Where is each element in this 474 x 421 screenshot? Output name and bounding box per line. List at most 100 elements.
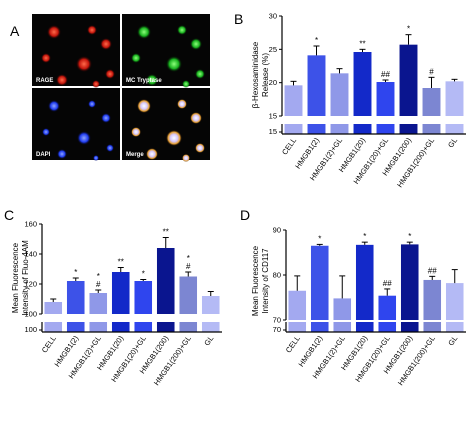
bar xyxy=(333,298,352,320)
cell xyxy=(131,53,141,63)
y-tick-label: 160 xyxy=(24,220,37,229)
panel-c-letter: C xyxy=(4,207,14,223)
bar xyxy=(423,279,442,320)
bar-stub xyxy=(445,322,464,332)
significance-mark: ## xyxy=(381,70,390,79)
bar xyxy=(355,244,374,320)
bar-stub xyxy=(179,322,198,332)
significance-mark: * xyxy=(363,232,366,241)
y-tick-label: 70 xyxy=(273,316,281,325)
y-axis-label: Mean Fluorescence xyxy=(11,242,20,313)
significance-mark: # xyxy=(429,67,434,76)
cell xyxy=(137,99,151,113)
significance-mark: ** xyxy=(163,228,169,237)
bar xyxy=(179,276,198,314)
bar xyxy=(445,81,464,116)
micrograph-rage: RAGE xyxy=(32,14,120,88)
y-tick-label: 15 xyxy=(269,112,277,121)
micrograph-label: DAPI xyxy=(36,152,51,158)
y-axis-label: Intensity of CD117 xyxy=(261,248,270,314)
bar-stub xyxy=(288,322,307,332)
bar xyxy=(422,88,441,116)
cell xyxy=(57,149,67,159)
bar-stub xyxy=(44,322,63,332)
significance-mark: ** xyxy=(118,258,124,267)
cell xyxy=(88,100,96,108)
y-tick-label: 100 xyxy=(24,325,37,334)
panel-d-letter: D xyxy=(240,207,250,223)
category-label: GL xyxy=(446,136,459,149)
y-axis-label: β-Hexosaminidase xyxy=(251,41,260,108)
bar-stub xyxy=(284,124,303,134)
category-label: GL xyxy=(202,334,215,347)
cell xyxy=(146,148,158,160)
y-tick-label: 140 xyxy=(24,250,37,259)
bar xyxy=(288,290,307,320)
y-tick-label: 80 xyxy=(273,271,281,280)
cell xyxy=(56,74,68,86)
micrograph-dapi: DAPI xyxy=(32,88,120,161)
significance-mark: # xyxy=(96,280,101,289)
significance-mark: * xyxy=(74,268,77,277)
bar xyxy=(201,296,220,314)
bar xyxy=(111,272,130,314)
cell xyxy=(137,25,151,39)
bar-stub xyxy=(333,322,352,332)
bar-stub xyxy=(399,124,418,134)
bar-stub xyxy=(353,124,372,134)
chart-d: CELL*HMGB1(2)HMGB1(2)+GL*HMGB1(20)##HMGB… xyxy=(251,226,466,387)
micrograph-background xyxy=(32,88,120,160)
significance-mark: ## xyxy=(383,279,392,288)
cell xyxy=(41,53,51,63)
bar-stub xyxy=(66,322,85,332)
significance-mark: * xyxy=(187,254,190,263)
cell xyxy=(106,144,114,152)
cell xyxy=(166,56,182,72)
micrograph-mc-tryptase: MC Tryptase xyxy=(122,14,210,88)
bar xyxy=(44,302,63,314)
cell xyxy=(48,100,60,112)
bar xyxy=(376,82,395,116)
bar-stub xyxy=(422,124,441,134)
micrograph-label: RAGE xyxy=(36,78,53,84)
cell xyxy=(182,80,190,88)
chart-b: CELL*HMGB1(2)HMGB1(2)+GL**HMGB1(20)##HMG… xyxy=(251,12,466,189)
bar xyxy=(399,44,418,116)
cell xyxy=(42,128,50,136)
cell xyxy=(177,25,187,35)
category-label: CELL xyxy=(280,136,298,157)
significance-mark: * xyxy=(97,272,100,281)
cell xyxy=(195,69,205,79)
cell xyxy=(182,154,190,162)
bar-stub xyxy=(156,322,175,332)
bar xyxy=(156,248,175,314)
y-tick-label: 100 xyxy=(24,310,37,319)
cell xyxy=(93,155,99,161)
bar-stub xyxy=(111,322,130,332)
bar xyxy=(330,73,349,116)
micrograph-label: Merge xyxy=(126,152,144,158)
significance-mark: ** xyxy=(359,39,365,48)
y-axis-label: Release (%) xyxy=(261,53,270,97)
cell xyxy=(190,38,202,50)
bar-stub xyxy=(378,322,397,332)
y-tick-label: 20 xyxy=(269,78,277,87)
bar-stub xyxy=(307,124,326,134)
cell xyxy=(92,80,100,88)
y-tick-label: 30 xyxy=(269,12,277,21)
cell xyxy=(166,130,182,146)
cell xyxy=(146,74,158,86)
y-tick-label: 15 xyxy=(269,127,277,136)
y-tick-label: 70 xyxy=(273,325,281,334)
micrograph-grid: RAGE MC Tryptase DAPI Merge xyxy=(32,14,210,162)
category-label: CELL xyxy=(40,334,58,355)
bar-stub xyxy=(423,322,442,332)
significance-mark: ## xyxy=(428,266,437,275)
significance-mark: * xyxy=(315,36,318,45)
category-label: CELL xyxy=(284,334,302,355)
bar-stub xyxy=(310,322,329,332)
bar-stub xyxy=(400,322,419,332)
bar-stub xyxy=(330,124,349,134)
micrograph-merge: Merge xyxy=(122,88,210,162)
y-axis-label: Intensity of Fluo-4AM xyxy=(21,240,30,316)
